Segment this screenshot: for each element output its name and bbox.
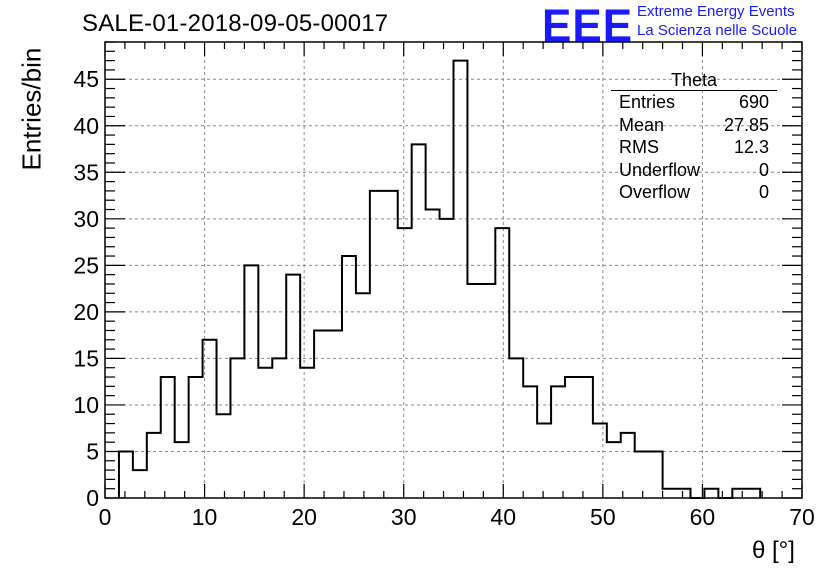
stats-value: 0 (758, 182, 769, 202)
stats-row-overflow: Overflow 0 (611, 181, 777, 204)
stats-row-entries: Entries 690 (611, 91, 777, 114)
y-axis-label: Entries/bin (16, 47, 47, 171)
stats-value: 27.85 (723, 114, 769, 135)
y-tick-labels: 0 5 10 15 20 25 30 35 40 45 (73, 66, 99, 511)
x-tick-label: 50 (590, 504, 616, 530)
y-tick-label: 25 (73, 252, 99, 278)
y-tick-label: 30 (73, 206, 99, 232)
stats-box: Theta Entries 690 Mean 27.85 RMS 12.3 Un… (611, 70, 777, 204)
y-tick-label: 0 (86, 485, 99, 511)
stats-value: 12.3 (733, 137, 769, 157)
plot-frame (104, 41, 803, 499)
stats-value: 0 (758, 159, 769, 180)
chart-title: SALE-01-2018-09-05-00017 (82, 10, 389, 37)
x-tick-label: 10 (192, 504, 218, 530)
eee-logo: EEE (542, 0, 634, 53)
stats-value: 690 (738, 92, 769, 112)
x-tick-labels: 0 10 20 30 40 50 60 70 (99, 504, 815, 530)
logo-caption: Extreme Energy Events La Scienza nelle S… (637, 2, 797, 40)
stats-label: Entries (619, 92, 676, 112)
y-tick-label: 45 (73, 66, 99, 92)
x-tick-label: 30 (391, 504, 417, 530)
x-axis-label: θ [°] (752, 537, 795, 564)
y-tick-label: 5 (86, 438, 99, 464)
stats-row-rms: RMS 12.3 (611, 136, 777, 159)
histogram-outline (117, 59, 762, 499)
stats-title: Theta (611, 70, 777, 91)
stats-label: Underflow (619, 159, 701, 180)
y-tick-label: 15 (73, 345, 99, 371)
x-tick-label: 20 (291, 504, 317, 530)
stats-row-mean: Mean 27.85 (611, 114, 777, 137)
logo-line-1: Extreme Energy Events (637, 3, 795, 20)
x-tick-label: 0 (99, 504, 112, 530)
stats-label: Overflow (619, 182, 691, 202)
y-tick-label: 35 (73, 159, 99, 185)
stats-row-underflow: Underflow 0 (611, 159, 777, 182)
stats-label: RMS (619, 137, 659, 157)
logo-line-2: La Scienza nelle Scuole (637, 22, 798, 39)
x-tick-label: 60 (690, 504, 716, 530)
y-tick-label: 40 (73, 113, 99, 139)
x-tick-label: 70 (789, 504, 815, 530)
x-tick-label: 40 (490, 504, 516, 530)
axis-ticks (104, 41, 803, 499)
y-tick-label: 20 (73, 299, 99, 325)
y-tick-label: 10 (73, 392, 99, 418)
stats-label: Mean (619, 114, 665, 135)
